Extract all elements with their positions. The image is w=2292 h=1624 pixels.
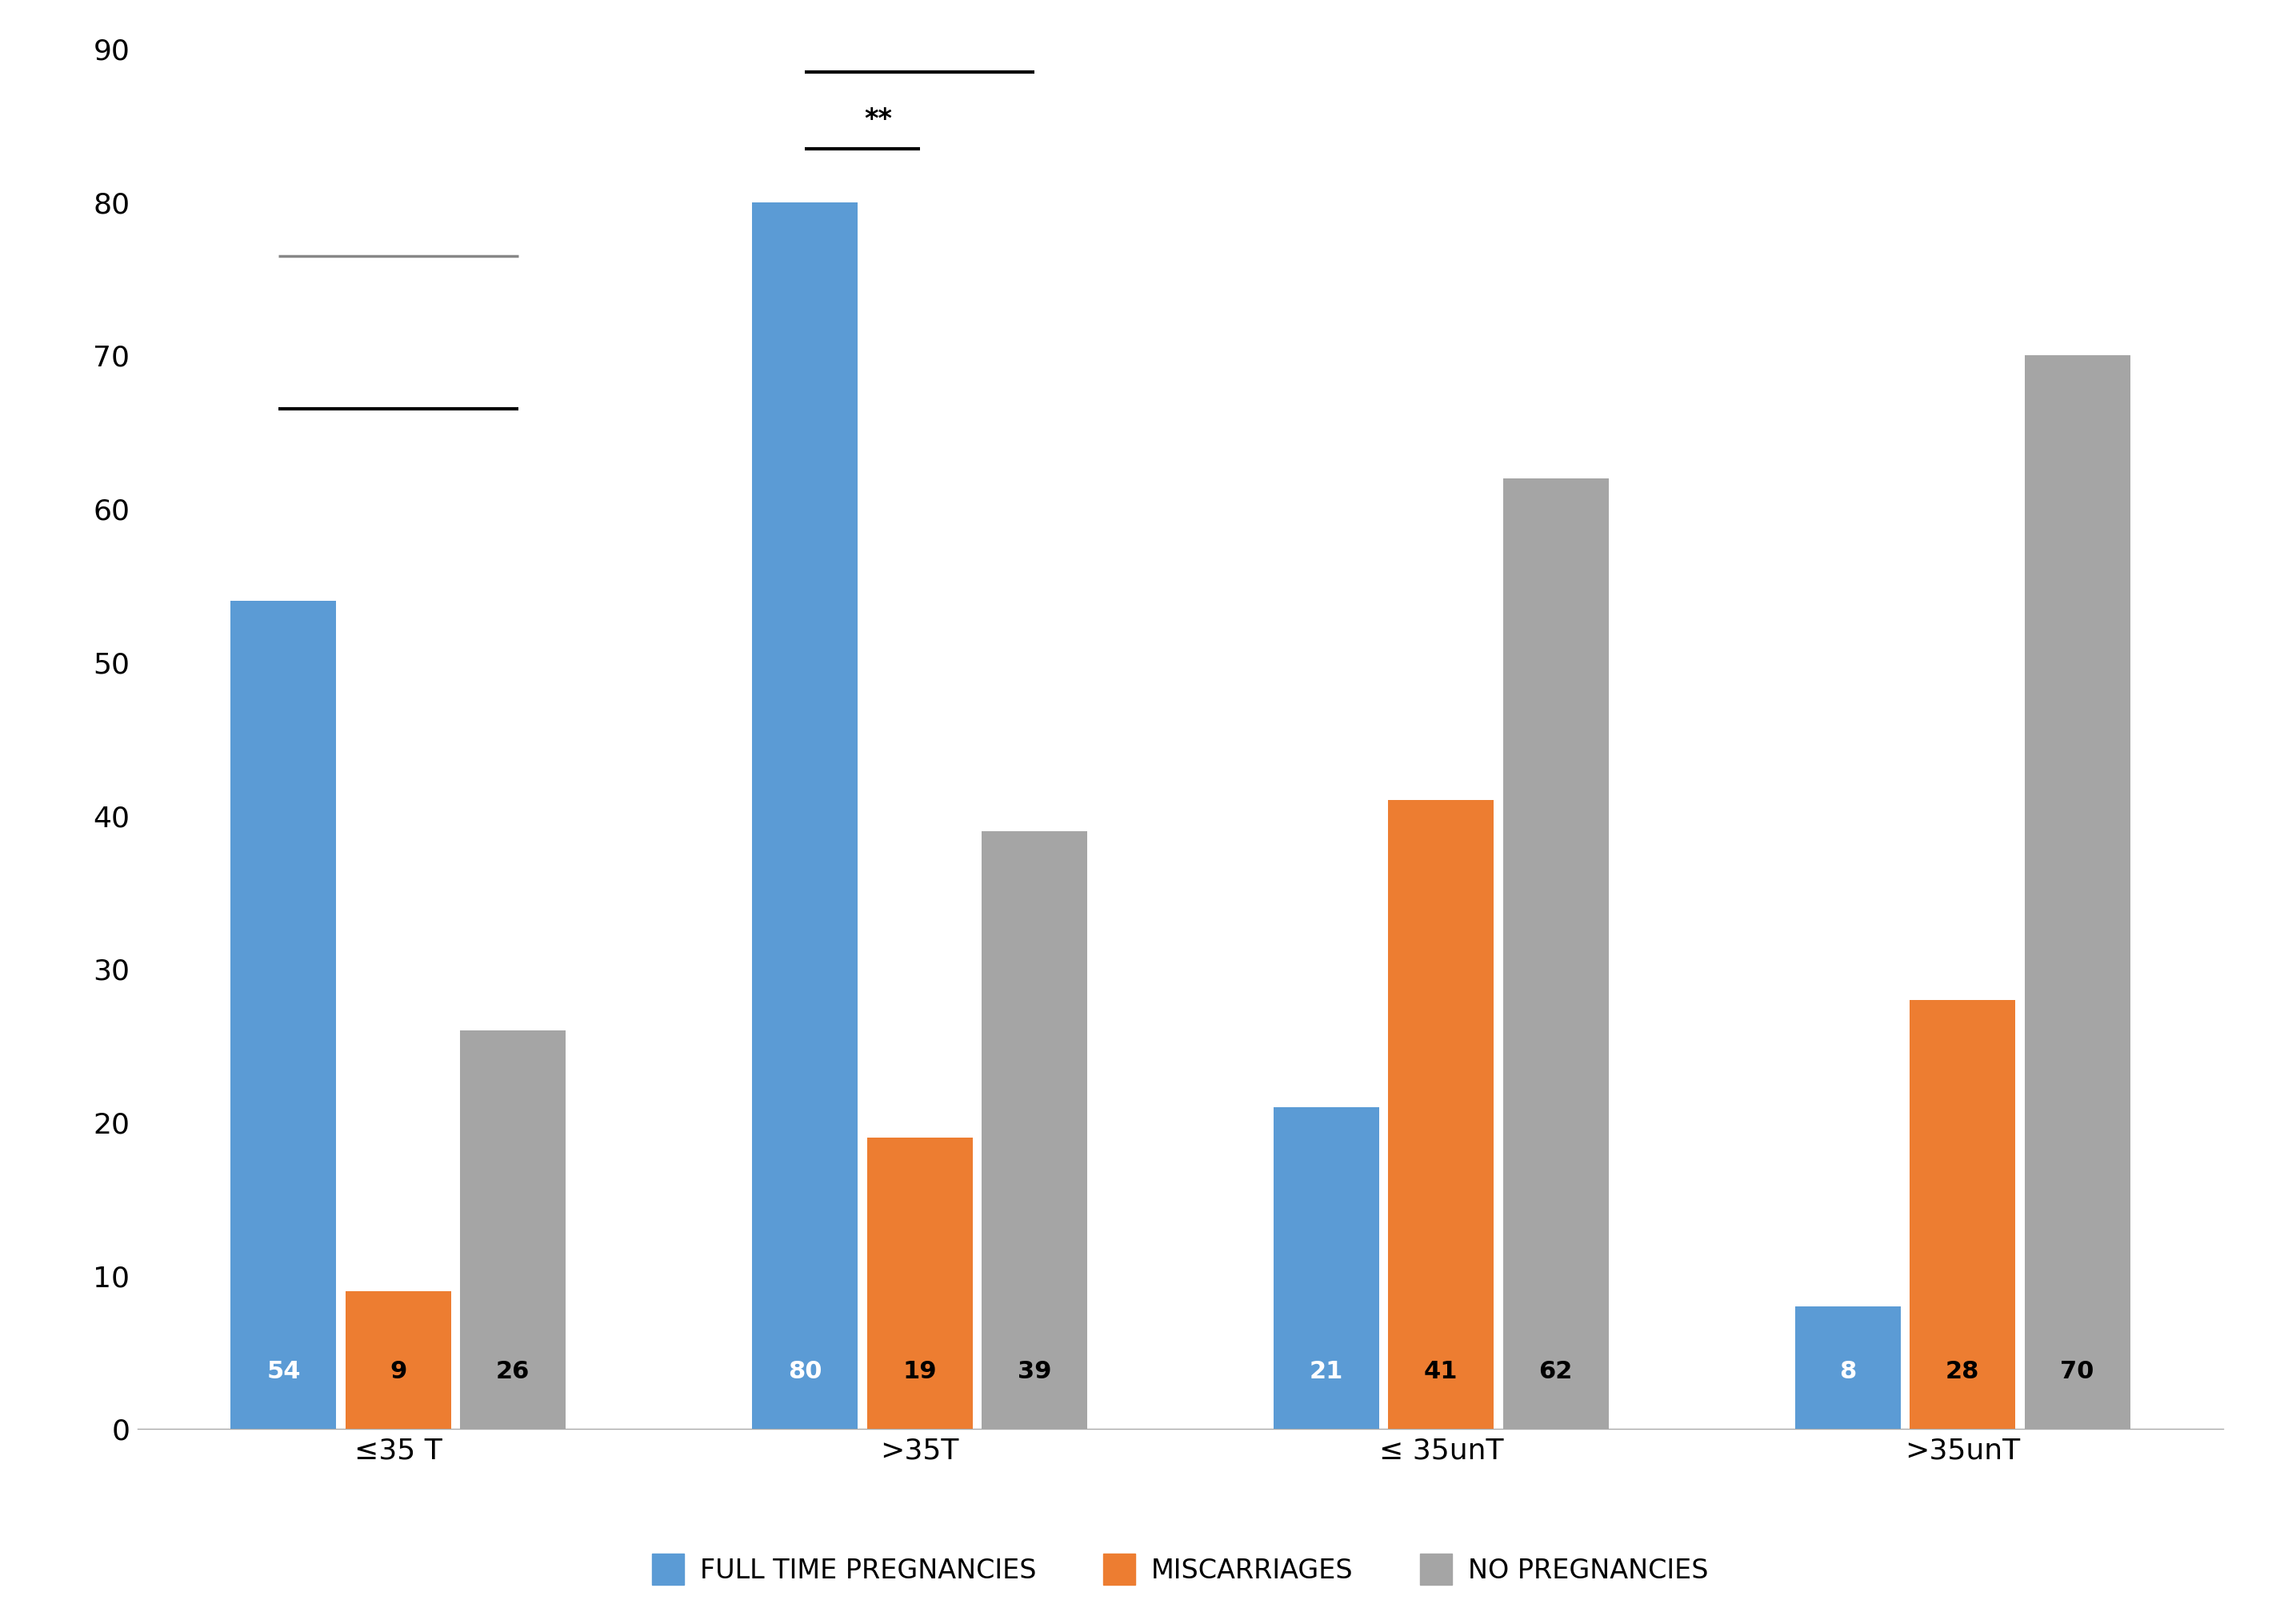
- Text: 41: 41: [1423, 1359, 1458, 1384]
- Bar: [1795, 1306, 1900, 1429]
- Bar: [2024, 356, 2129, 1429]
- Text: 54: 54: [266, 1359, 300, 1384]
- Text: 39: 39: [1018, 1359, 1052, 1384]
- Bar: [1274, 1108, 1380, 1429]
- Text: 28: 28: [1946, 1359, 1980, 1384]
- Text: 9: 9: [390, 1359, 406, 1384]
- Bar: [1389, 801, 1494, 1429]
- Text: 80: 80: [788, 1359, 823, 1384]
- Text: 19: 19: [903, 1359, 937, 1384]
- Bar: [346, 1291, 452, 1429]
- Text: 21: 21: [1309, 1359, 1343, 1384]
- Text: **: **: [864, 107, 892, 133]
- Bar: [1909, 1000, 2015, 1429]
- Text: 8: 8: [1838, 1359, 1857, 1384]
- Bar: [1504, 477, 1609, 1429]
- Text: 62: 62: [1538, 1359, 1572, 1384]
- Bar: [752, 201, 857, 1429]
- Bar: [981, 831, 1086, 1429]
- Bar: [866, 1138, 972, 1429]
- Bar: [461, 1030, 566, 1429]
- Text: 70: 70: [2061, 1359, 2095, 1384]
- Text: 26: 26: [495, 1359, 529, 1384]
- Legend: FULL TIME PREGNANCIES, MISCARRIAGES, NO PREGNANCIES: FULL TIME PREGNANCIES, MISCARRIAGES, NO …: [642, 1543, 1719, 1595]
- Bar: [231, 601, 337, 1429]
